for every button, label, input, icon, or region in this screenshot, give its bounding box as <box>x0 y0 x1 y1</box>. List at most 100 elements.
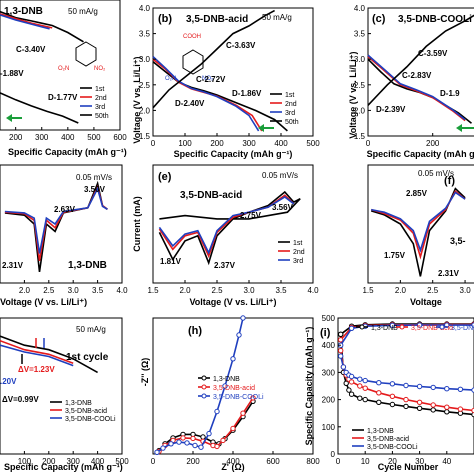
series-line-e-2 <box>158 196 295 255</box>
panel-c-yticks: 1.5 2.0 2.5 3.0 3.5 4.0 <box>354 4 371 141</box>
panel-a-arrow <box>6 114 22 122</box>
data-point-h-2-5 <box>192 442 198 449</box>
tick-label-h-x-0: 0 <box>151 457 156 466</box>
tick-label-g-x-4: 500 <box>115 457 129 466</box>
tick-label-b-y-0: 1.5 <box>139 132 151 141</box>
panel-g-frame <box>0 317 123 455</box>
tick-label-f-x-0: 1.5 <box>362 286 374 295</box>
data-point-i-2-12 <box>444 386 450 392</box>
legend-label-legend-a-2: 3rd <box>95 104 105 111</box>
panel-g-title: 1st cycle <box>66 352 109 363</box>
panel-f-xticks: 1.5 2.0 2.5 3.0 <box>362 280 471 295</box>
tick-label-g-x-1: 200 <box>42 457 56 466</box>
data-point-i-2-9 <box>403 382 409 389</box>
panel-b-no2-right: NO₂ <box>202 76 214 82</box>
tick-label-c-y-2: 2.5 <box>354 81 366 90</box>
panel-f-xlabel: Voltage <box>410 297 442 307</box>
data-point-i-2-6 <box>362 377 368 384</box>
series-line-f-2 <box>371 191 466 253</box>
data-point-h-2-0 <box>154 449 160 455</box>
tick-label-b-x-2: 200 <box>210 139 224 148</box>
panel-b-annot-c272: C-2.72V <box>196 75 226 84</box>
data-point-i-1-8 <box>389 393 396 399</box>
tick-label-d-x-3: 3.5 <box>92 286 104 295</box>
legend-marker-legend-h-0 <box>201 375 207 381</box>
tick-label-e-x-0: 1.5 <box>147 286 159 295</box>
panel-h: (h) 1,3-DNB 3,5-DNB-acid 3,5-DNB-COOLi 0 20… <box>140 315 320 472</box>
panel-c-annot-c283: C-2.83V <box>402 71 432 80</box>
series-line-g-1 <box>0 339 74 365</box>
data-point-i-1-13 <box>457 406 464 412</box>
legend-label-legend-e-0: 1st <box>293 240 302 247</box>
data-point-i-1-0 <box>338 347 344 354</box>
data-point-i-1-7 <box>376 390 382 396</box>
legend-marker-legend-i-top-0 <box>359 324 365 330</box>
panel-h-ylabel: -Z'' (Ω) <box>140 358 150 387</box>
legend-marker-legend-i-top-2 <box>439 324 445 330</box>
panel-i-label: (i) <box>320 327 331 339</box>
legend-label-legend-i-top-0: 1,3-DNB <box>371 325 398 332</box>
tick-label-i-x-1: 10 <box>361 457 370 466</box>
tick-label-d-x-2: 3.0 <box>68 286 80 295</box>
legend-label-legend-a-0: 1st <box>95 86 104 93</box>
tick-label-h-x-4: 800 <box>306 457 320 466</box>
tick-label-d-x-1: 2.5 <box>43 286 55 295</box>
series-line-d-2 <box>4 186 108 254</box>
panel-c-plot <box>367 14 474 124</box>
panel-b-frame <box>152 7 314 137</box>
data-point-i-0-6 <box>362 396 368 403</box>
legend-label-legend-h-1: 3,5-DNB-acid <box>213 385 255 392</box>
series-line-b-0 <box>152 61 288 132</box>
tick-label-e-x-2: 2.5 <box>211 286 223 295</box>
legend-label-legend-a-3: 50th <box>95 113 109 120</box>
tick-label-d-x-4: 4.0 <box>116 286 128 295</box>
data-point-h-2-9 <box>222 383 228 389</box>
data-point-i-0-9 <box>403 403 409 410</box>
legend-label-legend-b-0: 1st <box>285 92 294 99</box>
tick-label-a-x-3: 500 <box>87 133 101 142</box>
panel-e-annot-181: 1.81V <box>160 257 182 266</box>
legend-label-legend-e-1: 2nd <box>293 249 305 256</box>
benzene-ring-icon <box>182 49 204 75</box>
data-point-i-1-6 <box>362 385 368 391</box>
legend-label-legend-b-3: 50th <box>285 119 299 126</box>
series-line-d-0 <box>4 180 108 273</box>
panel-b-label: (b) <box>158 13 172 25</box>
panel-d-annot-350: 3.50V <box>84 185 106 194</box>
panel-e-plot <box>158 190 301 266</box>
legend-label-legend-g-1: 3,5-DNB-acid <box>65 408 107 415</box>
data-point-h-2-2 <box>168 441 174 447</box>
tick-label-i-x-0: 0 <box>336 457 341 466</box>
panel-a: 1,3-DNB 50 mA/g C-3.40V -1.88V D-1.77V O… <box>0 0 127 157</box>
panel-f-plot <box>370 187 466 277</box>
tick-label-a-x-1: 300 <box>35 133 49 142</box>
series-line-a-2 <box>0 14 50 30</box>
tick-label-i-x-4: 40 <box>442 457 451 466</box>
panel-d-xticks: 2.0 2.5 3.0 3.5 4.0 <box>19 280 128 295</box>
data-point-i-1-12 <box>444 404 450 410</box>
data-point-h-1-9 <box>230 425 236 432</box>
panel-d-rate: 0.05 mV/s <box>76 173 112 182</box>
legend-label-legend-i-bottom-2: 3,5-DNB-COOLi <box>367 444 418 451</box>
panel-d-title: 1,3-DNB <box>68 260 107 271</box>
legend-label-legend-e-2: 3rd <box>293 258 303 265</box>
panel-g: 50 mA/g 1st cycle ΔV=1.23V .20V ΔV=0.99V… <box>0 317 129 472</box>
data-point-i-0-7 <box>376 399 382 405</box>
data-point-i-5-1 <box>348 325 355 331</box>
panel-i-frame <box>337 317 474 455</box>
panel-g-rate: 50 mA/g <box>76 325 106 334</box>
panel-e-ylabel: Current (mA) <box>132 196 142 252</box>
data-point-i-1-5 <box>357 383 363 389</box>
panel-g-arrows <box>21 338 45 364</box>
legend-label-legend-i-bottom-0: 1,3-DNB <box>367 428 394 435</box>
panel-g-annot-dv123: ΔV=1.23V <box>18 365 55 374</box>
data-point-i-0-4 <box>348 391 355 397</box>
panel-g-plot <box>0 335 98 374</box>
data-point-i-3-0 <box>338 331 344 337</box>
panel-b-arrow <box>258 124 274 132</box>
panel-a-no2-right: NO₂ <box>94 66 106 72</box>
